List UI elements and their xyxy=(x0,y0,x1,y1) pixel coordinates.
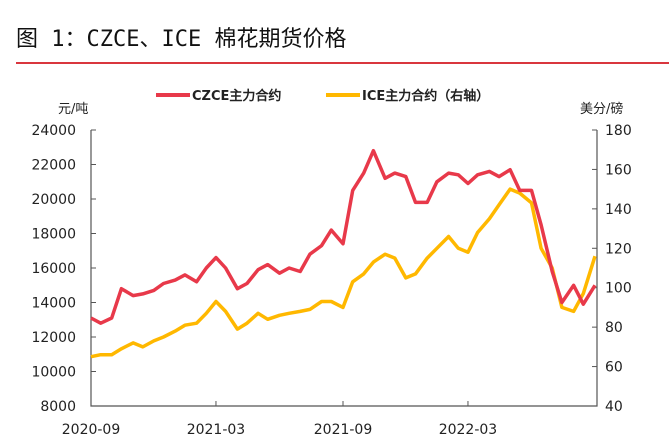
left-tick-label: 22000 xyxy=(31,158,76,174)
chart-title: 图 1：CZCE、ICE 棉花期货价格 xyxy=(16,27,346,52)
legend-label-ice: ICE主力合约（右轴） xyxy=(362,88,489,104)
left-tick-label: 20000 xyxy=(31,192,76,208)
right-tick-label: 120 xyxy=(605,241,632,257)
series-line-czce xyxy=(90,148,597,325)
right-tick-label: 160 xyxy=(605,162,632,178)
left-tick-label: 14000 xyxy=(31,296,76,312)
x-tick-label: 2021-09 xyxy=(314,422,373,438)
legend-label-czce: CZCE主力合约 xyxy=(192,88,281,104)
left-tick-label: 12000 xyxy=(31,330,76,346)
left-tick-label: 18000 xyxy=(31,227,76,243)
left-tick-label: 8000 xyxy=(40,399,76,415)
right-tick-label: 40 xyxy=(605,399,623,415)
right-tick-label: 100 xyxy=(605,281,632,297)
x-tick-label: 2021-03 xyxy=(187,422,246,438)
right-axis-unit: 美分/磅 xyxy=(580,101,623,117)
left-tick-label: 24000 xyxy=(31,123,76,139)
series-line-ice xyxy=(90,187,597,359)
left-tick-label: 16000 xyxy=(31,261,76,277)
left-tick-label: 10000 xyxy=(31,365,76,381)
legend: CZCE主力合约 ICE主力合约（右轴） xyxy=(156,88,489,104)
left-axis-unit: 元/吨 xyxy=(58,102,88,117)
right-tick-label: 60 xyxy=(605,360,623,376)
series-lines xyxy=(90,148,597,359)
x-tick-label: 2020-09 xyxy=(62,422,121,438)
right-tick-label: 180 xyxy=(605,123,632,139)
axis-frame xyxy=(90,130,598,407)
x-tick-label: 2022-03 xyxy=(439,422,498,438)
axes: 24000 22000 20000 18000 16000 14000 12000 10000… xyxy=(31,123,631,438)
right-tick-label: 140 xyxy=(605,202,632,218)
right-tick-label: 80 xyxy=(605,320,623,336)
